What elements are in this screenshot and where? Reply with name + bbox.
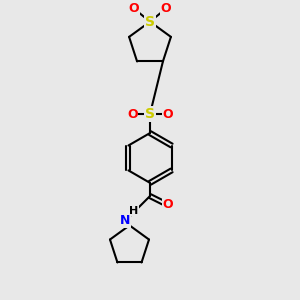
Text: O: O [161, 2, 171, 15]
Text: S: S [145, 15, 155, 29]
Text: N: N [120, 214, 130, 227]
Text: O: O [162, 107, 173, 121]
Text: O: O [129, 2, 139, 15]
Text: S: S [145, 107, 155, 121]
Text: O: O [127, 107, 138, 121]
Text: H: H [129, 206, 139, 216]
Text: O: O [162, 198, 173, 211]
